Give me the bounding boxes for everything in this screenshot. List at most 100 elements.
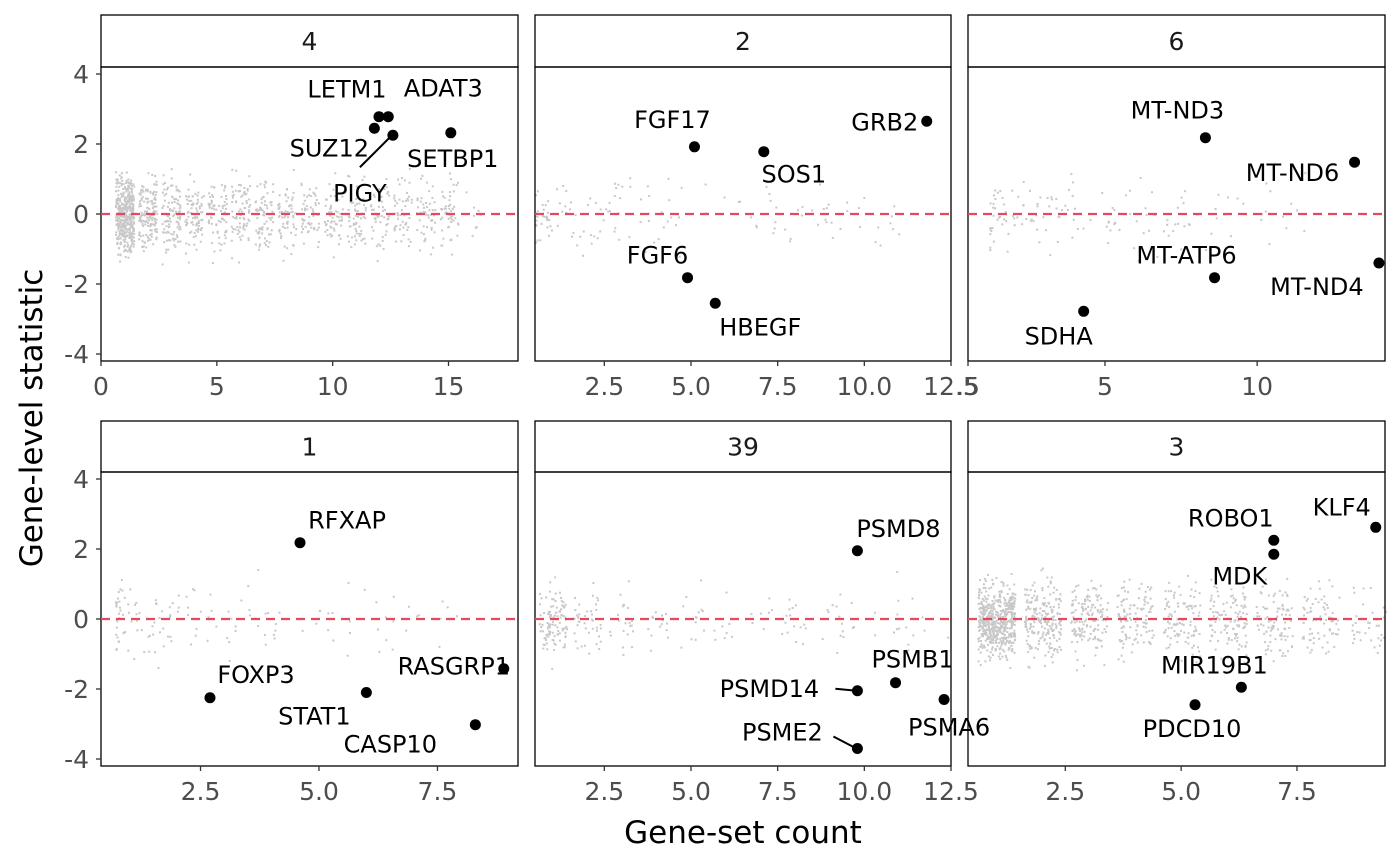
gene-label-casp10: CASP10 [344, 731, 437, 759]
gene-label-grb2: GRB2 [851, 108, 918, 136]
gene-point-pdcd10 [1189, 699, 1201, 711]
gene-point-casp10 [469, 719, 481, 731]
gene-label-mt-nd4: MT-ND4 [1270, 273, 1364, 301]
gene-point-psmd14 [851, 685, 863, 697]
gene-label-adat3: ADAT3 [404, 75, 483, 103]
gene-label-mt-atp6: MT-ATP6 [1136, 242, 1236, 270]
facet-strip-label: 3 [1169, 433, 1185, 462]
gene-point-rasgrp1 [498, 663, 510, 675]
gene-label-mdk: MDK [1212, 562, 1268, 590]
y-tick-label: 0 [73, 605, 89, 634]
x-tick-label: 0 [93, 372, 109, 401]
gene-point-mt-nd4 [1373, 257, 1385, 269]
gene-point-mt-nd3 [1199, 132, 1211, 144]
facet-strip [967, 420, 1386, 473]
gene-point-klf4 [1370, 521, 1382, 533]
gene-point-mir19b1 [1235, 681, 1247, 693]
gene-point-psma6 [938, 694, 950, 705]
gene-point-robo1 [1268, 534, 1280, 546]
y-tick-label: -2 [64, 675, 89, 704]
gene-point-psme2 [851, 743, 863, 754]
y-tick-label: -2 [64, 270, 89, 299]
y-tick-label: -4 [64, 340, 89, 369]
facet-strip [100, 420, 519, 473]
facet-strip [967, 14, 1386, 68]
x-tick-label: 7.5 [418, 777, 458, 806]
gene-point-psmb1 [890, 677, 902, 689]
gene-label-hbegf: HBEGF [719, 313, 801, 341]
facet-panel-6: 6 MT-ND3 MT-ND6 MT-ATP6 MT-ND4 SDHA .5 5 10 [956, 14, 1386, 401]
gene-point-sdha [1078, 305, 1090, 317]
y-tick-label: -4 [64, 745, 89, 774]
x-tick-label: 12.5 [923, 372, 979, 401]
gene-point-letm1 [373, 111, 385, 123]
gene-label-psmd14: PSMD14 [720, 675, 819, 703]
gene-point-mt-atp6 [1209, 272, 1221, 284]
gene-label-pigy: PIGY [333, 179, 387, 207]
gene-point-rfxap [294, 537, 306, 549]
gene-label-robo1: ROBO1 [1188, 504, 1274, 532]
facet-strip-label: 1 [302, 433, 318, 462]
gene-label-psmb1: PSMB1 [871, 646, 953, 674]
background-points [538, 570, 950, 670]
gene-point-adat3 [382, 111, 394, 123]
gene-label-setbp1: SETBP1 [407, 145, 498, 173]
y-tick-label: 4 [73, 465, 89, 494]
y-tick-label: 2 [73, 130, 89, 159]
gene-label-pdcd10: PDCD10 [1143, 715, 1242, 743]
gene-point-suz12 [368, 122, 380, 134]
facet-panel-3: 3 KLF4 ROBO1 MDK MIR19B1 PDCD10 2.5 5.0 7.5 [967, 420, 1387, 806]
label-connector [359, 134, 393, 168]
x-tick-label: 5.0 [671, 777, 711, 806]
x-tick-label: .5 [956, 372, 980, 401]
facet-strip [534, 420, 952, 473]
gene-label-sos1: SOS1 [761, 161, 826, 189]
x-tick-label: 5 [1097, 372, 1113, 401]
gene-label-klf4: KLF4 [1313, 493, 1371, 521]
gene-point-sos1 [758, 146, 770, 158]
gene-point-psmd8 [851, 545, 863, 557]
gene-label-fgf17: FGF17 [634, 106, 711, 134]
gene-point-foxp3 [204, 692, 216, 704]
facet-strip-label: 2 [735, 27, 751, 56]
x-tick-label: 5 [209, 372, 225, 401]
gene-point-fgf17 [688, 141, 700, 153]
x-tick-label: 5.0 [299, 777, 339, 806]
x-tick-label: 10.0 [836, 372, 892, 401]
x-tick-label: 5.0 [671, 372, 711, 401]
facet-panel-2: 2 FGF17 GRB2 SOS1 FGF6 HBEGF 2.5 5.0 7.5 10.0 12.5 [534, 14, 979, 401]
gene-point-fgf6 [682, 272, 694, 284]
facet-panel-39: 39 PSMD8 PSMB1 PSMD14 PSMA6 PSME2 2.5 5.0 7.5 10.… [534, 420, 990, 806]
x-tick-label: 7.5 [1277, 777, 1317, 806]
facet-strip [100, 14, 519, 68]
facet-strip-label: 39 [727, 433, 759, 462]
gene-label-fgf6: FGF6 [627, 242, 688, 270]
gene-label-mir19b1: MIR19B1 [1161, 651, 1268, 679]
x-tick-label: 5.0 [1161, 777, 1201, 806]
gene-label-psmd8: PSMD8 [856, 515, 940, 543]
background-points [114, 167, 482, 266]
y-axis-title: Gene-level statistic [14, 269, 50, 568]
gene-label-rfxap: RFXAP [308, 507, 386, 535]
y-tick-label: 2 [73, 535, 89, 564]
gene-point-setbp1 [445, 127, 457, 139]
gene-point-pigy [387, 129, 399, 141]
gene-point-mt-nd6 [1349, 156, 1361, 168]
x-axis-title: Gene-set count [624, 815, 862, 851]
gene-label-foxp3: FOXP3 [217, 661, 294, 689]
x-tick-label: 10.0 [836, 777, 892, 806]
gene-label-rasgrp1: RASGRP1 [398, 653, 510, 681]
gene-label-sdha: SDHA [1025, 322, 1094, 350]
x-tick-label: 15 [433, 372, 465, 401]
gene-label-mt-nd6: MT-ND6 [1246, 159, 1340, 187]
gene-label-letm1: LETM1 [307, 76, 386, 104]
background-points [989, 172, 1307, 263]
facet-panel-4: 4 LETM1 ADAT3 SUZ12 PIGY SETBP1 0 5 10 15 -4 -2 0 2 4 [64, 14, 519, 401]
facet-strip-label: 6 [1169, 27, 1185, 56]
x-tick-label: 2.5 [1045, 777, 1085, 806]
gene-label-psme2: PSME2 [742, 719, 823, 747]
y-tick-label: 0 [73, 200, 89, 229]
x-tick-label: 7.5 [758, 777, 798, 806]
